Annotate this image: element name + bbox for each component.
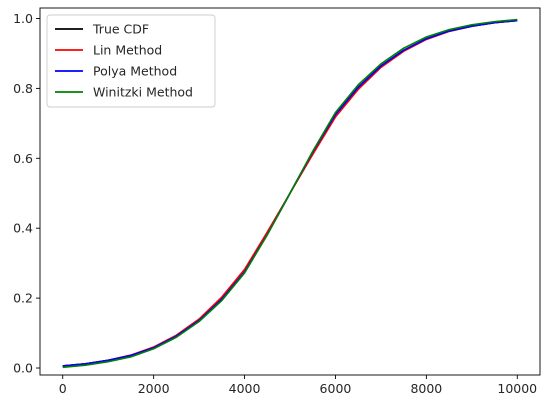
y-tick-label: 1.0 — [13, 11, 33, 26]
legend-label-1: Lin Method — [93, 43, 162, 58]
x-tick-label: 8000 — [410, 381, 442, 396]
y-tick-label: 0.6 — [13, 151, 33, 166]
y-tick-label: 0.4 — [13, 221, 33, 236]
series-line-3 — [62, 18, 518, 369]
y-tick-label: 0.0 — [13, 361, 33, 376]
x-tick-label: 6000 — [320, 381, 352, 396]
x-tick-label: 0 — [59, 381, 67, 396]
x-tick-label: 10000 — [497, 381, 537, 396]
y-tick-label: 0.2 — [13, 291, 33, 306]
series-lines — [62, 18, 518, 369]
legend-label-3: Winitzki Method — [93, 85, 193, 100]
x-tick-label: 2000 — [138, 381, 170, 396]
plot-frame — [39, 7, 541, 376]
legend-label-0: True CDF — [92, 22, 149, 37]
legend-box — [46, 14, 216, 108]
legend-label-2: Polya Method — [93, 64, 177, 79]
axes: 0 2000 4000 6000 8000 10000 0.0 0.2 0.4 0.6 0.8 1.0 — [13, 7, 541, 396]
y-tick-label: 0.8 — [13, 81, 33, 96]
legend: True CDF Lin Method Polya Method Winitzki M… — [46, 14, 216, 108]
x-tick-label: 4000 — [229, 381, 261, 396]
